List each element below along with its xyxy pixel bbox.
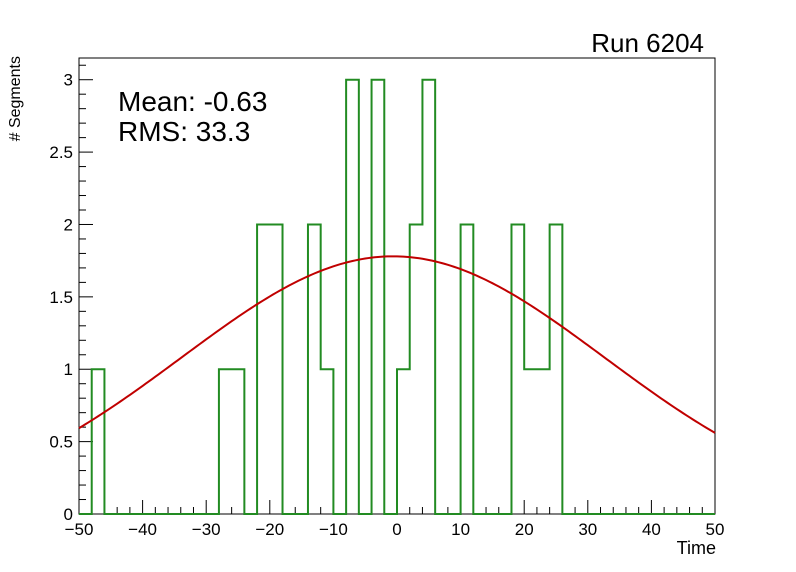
x-tick-label: 0 xyxy=(392,520,401,539)
x-tick-label: −10 xyxy=(319,520,348,539)
y-tick-label: 2.5 xyxy=(49,143,73,162)
stats-rms: RMS: 33.3 xyxy=(118,116,250,147)
fit-curve xyxy=(78,255,716,434)
y-tick-label: 1.5 xyxy=(49,288,73,307)
x-tick-label: −30 xyxy=(192,520,221,539)
x-tick-label: −50 xyxy=(65,520,94,539)
histogram-series xyxy=(79,78,715,515)
x-tick-label: −20 xyxy=(255,520,284,539)
x-axis: −50 −40 −30 −20 −10 0 10 20 30 40 50 xyxy=(65,500,725,539)
x-tick-label: 10 xyxy=(451,520,470,539)
x-tick-label: 50 xyxy=(706,520,725,539)
y-tick-label: 2 xyxy=(64,215,73,234)
y-tick-label: 0 xyxy=(64,505,73,524)
x-tick-label: −40 xyxy=(128,520,157,539)
x-tick-label: 30 xyxy=(578,520,597,539)
x-tick-label: 40 xyxy=(642,520,661,539)
y-tick-label: 0.5 xyxy=(49,433,73,452)
y-tick-label: 1 xyxy=(64,360,73,379)
chart-title: Run 6204 xyxy=(591,28,704,58)
stats-mean: Mean: -0.63 xyxy=(118,86,267,117)
y-axis-label: # Segments xyxy=(7,56,24,141)
y-axis: 0 0.5 1 1.5 2 2.5 3 xyxy=(49,64,93,524)
x-tick-label: 20 xyxy=(515,520,534,539)
x-axis-label: Time xyxy=(677,538,716,558)
y-tick-label: 3 xyxy=(64,71,73,90)
